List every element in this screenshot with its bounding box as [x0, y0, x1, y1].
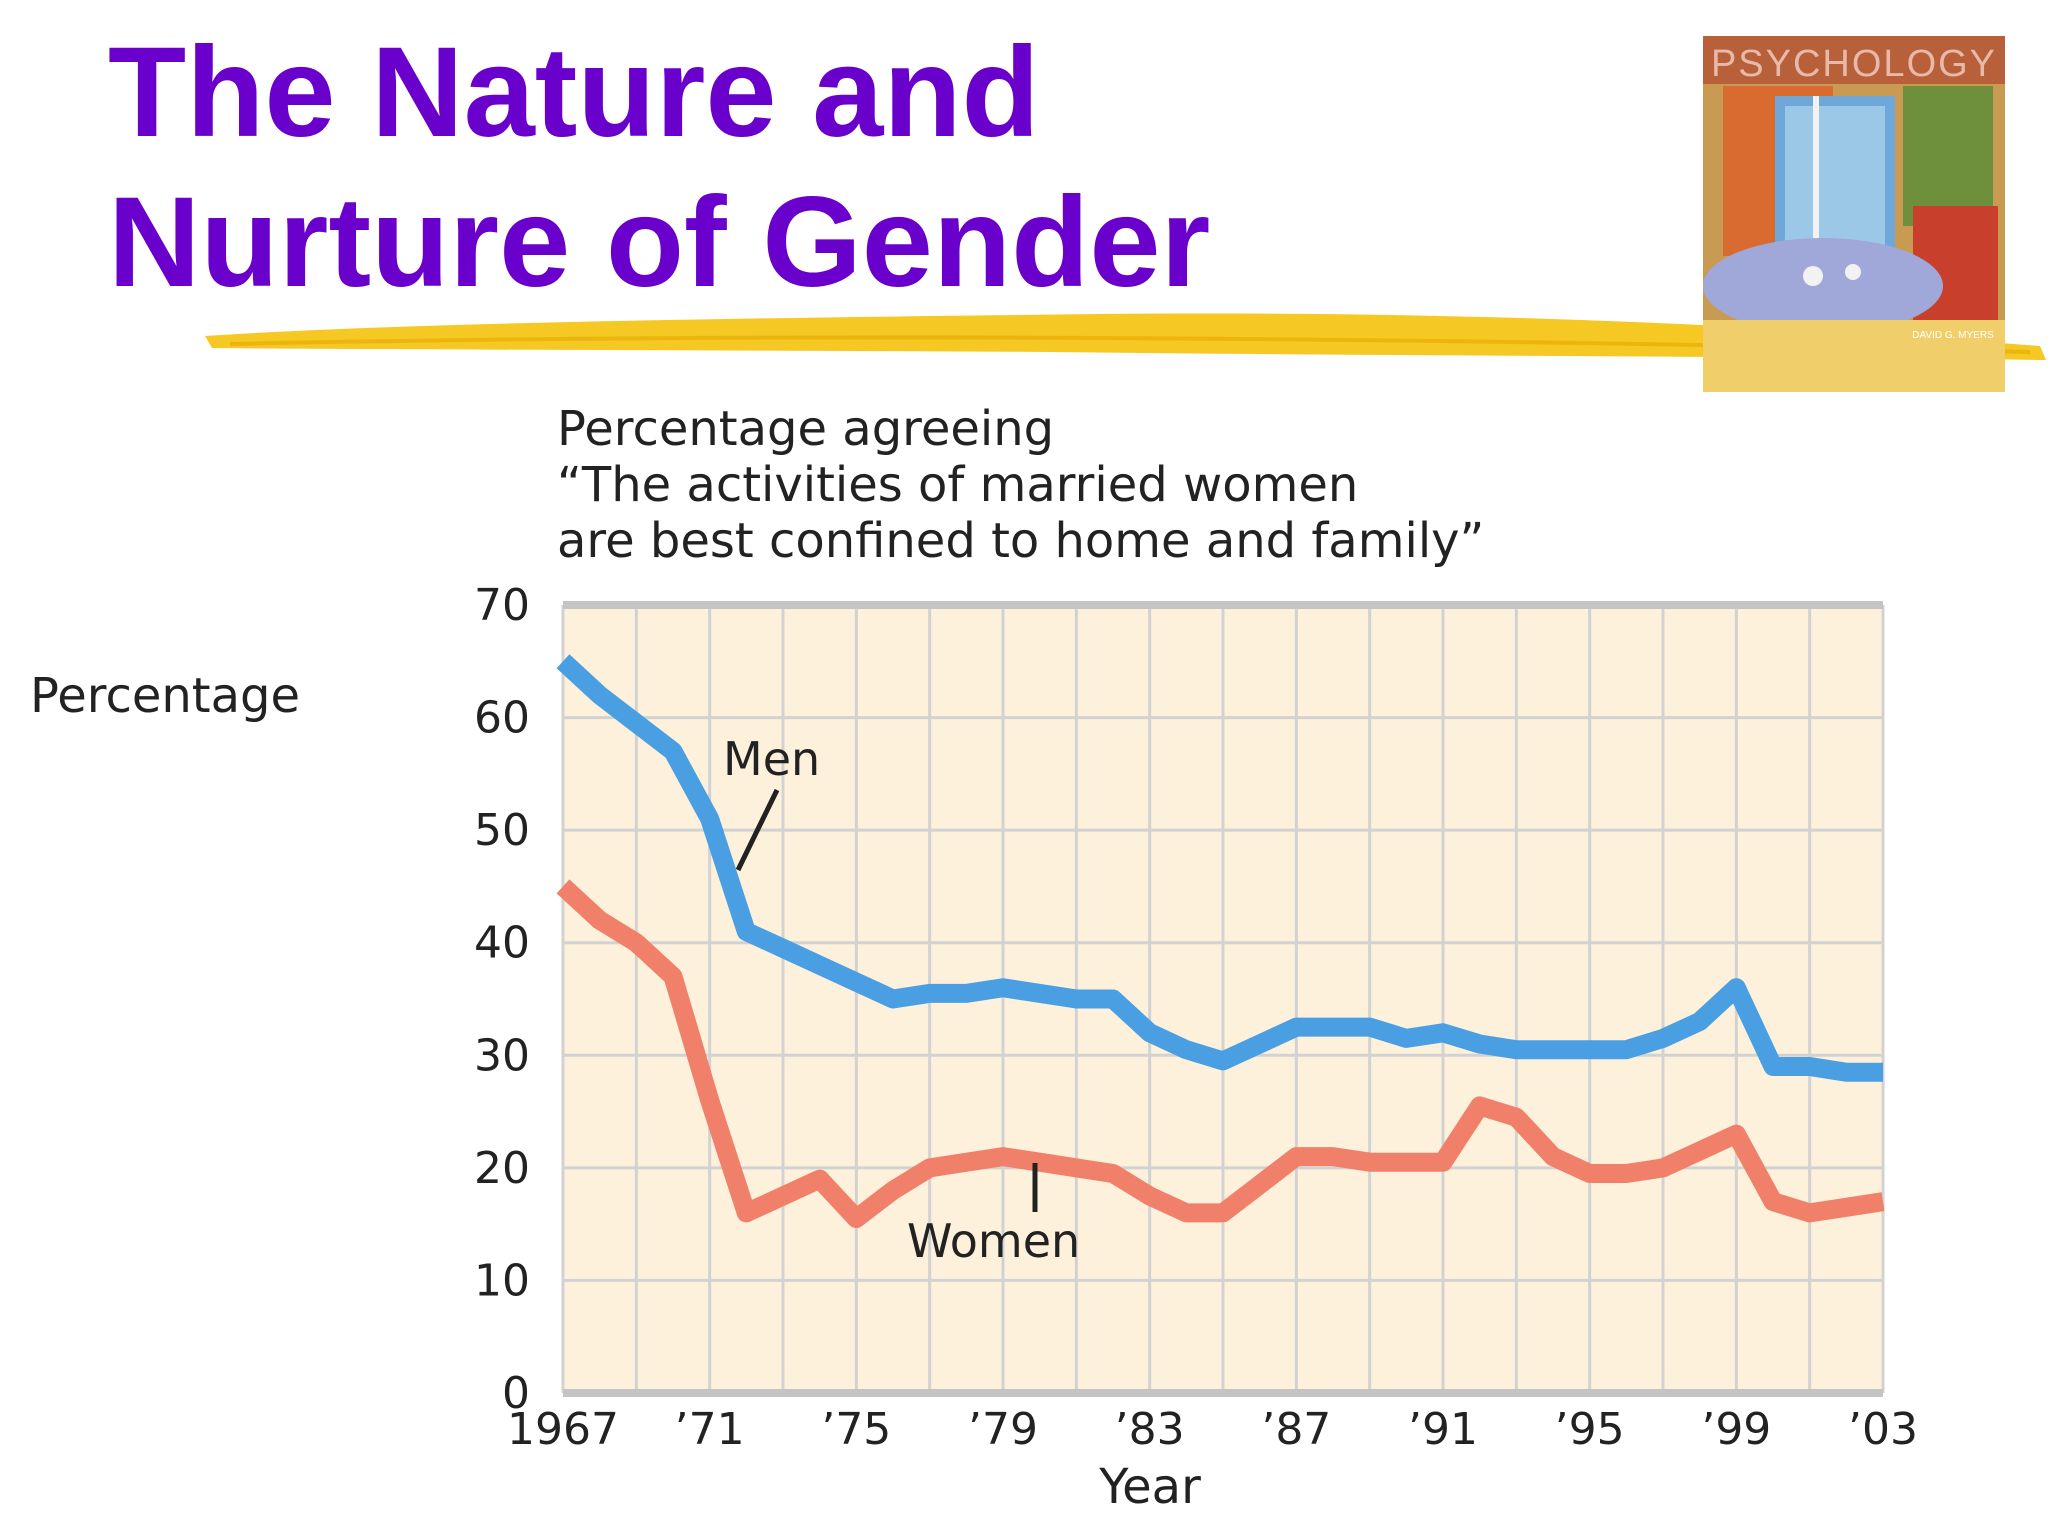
x-tick-label: ’99 [1701, 1404, 1771, 1455]
x-tick-label: ’95 [1555, 1404, 1625, 1455]
x-tick-label: ’79 [968, 1404, 1038, 1455]
chart-title-line: “The activities of married women [557, 457, 1358, 513]
y-tick-label: 60 [474, 693, 530, 744]
series-label-men-leader [735, 788, 780, 872]
y-axis-title: Percentage [30, 668, 300, 724]
book-cover: PSYCHOLOGY DAVID G. MYERS [1703, 36, 2005, 392]
slide-title-line1: The Nature and [108, 21, 1040, 164]
series-label-men: Men [723, 732, 820, 786]
chart-title-line: are best confined to home and family” [557, 513, 1484, 569]
slide-title-line2: Nurture of Gender [108, 171, 1211, 314]
x-axis-title: Year [1098, 1459, 1201, 1515]
x-tick-label: ’03 [1848, 1404, 1918, 1455]
y-tick-label: 30 [474, 1030, 530, 1081]
vertical-gridlines [561, 605, 1885, 1393]
book-cover-author: DAVID G. MYERS [1912, 330, 1994, 341]
chart-title: Percentage agreeing“The activities of ma… [557, 401, 1484, 569]
x-tick-label: ’87 [1261, 1404, 1331, 1455]
x-axis-ticks: 1967 ’71 ’75 ’79 ’83 ’87 ’91 ’95 ’99 ’03 [507, 1404, 1918, 1455]
series-line-women [556, 879, 1885, 1228]
y-axis-ticks: 0 10 20 30 40 50 60 70 [474, 580, 530, 1419]
book-cover-painting: PSYCHOLOGY DAVID G. MYERS [1703, 36, 2005, 392]
y-tick-label: 70 [474, 580, 530, 631]
x-tick-label: ’91 [1408, 1404, 1478, 1455]
y-tick-label: 40 [474, 918, 530, 969]
series-line-men [556, 654, 1883, 1082]
chart-title-line: Percentage agreeing [557, 401, 1054, 457]
series-label-women: Women [907, 1214, 1080, 1268]
book-cover-title: PSYCHOLOGY [1711, 43, 1997, 85]
horizontal-gridlines [563, 601, 1883, 1397]
y-tick-label: 10 [474, 1255, 530, 1306]
series-lines [556, 654, 1885, 1228]
x-tick-label: 1967 [507, 1404, 619, 1455]
y-tick-label: 0 [502, 1368, 530, 1419]
y-tick-label: 50 [474, 805, 530, 856]
y-tick-label: 20 [474, 1143, 530, 1194]
x-tick-label: ’75 [821, 1404, 891, 1455]
series-labels: Men Women [723, 732, 1080, 1268]
x-tick-label: ’83 [1115, 1404, 1185, 1455]
slide-title: The Nature and Nurture of Gender [108, 18, 1210, 318]
x-tick-label: ’71 [675, 1404, 745, 1455]
